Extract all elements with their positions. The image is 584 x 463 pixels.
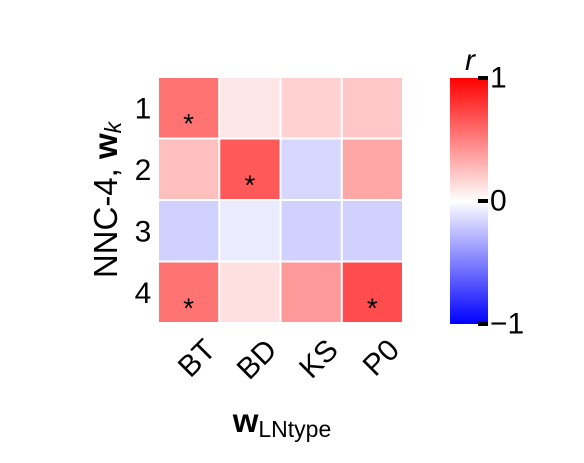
- y-tick-label: 2: [135, 154, 152, 187]
- significance-marker: *: [367, 293, 378, 324]
- y-axis-label-main: NNC-4,: [87, 159, 124, 278]
- heatmap-cell-2-KS: [281, 139, 341, 199]
- y-axis-label: NNC-4, wk: [87, 120, 126, 278]
- y-axis-label-subscript: k: [100, 120, 126, 133]
- heatmap-cell-1-BT: [159, 78, 219, 138]
- heatmap-cell-3-KS: [281, 201, 341, 261]
- heatmap-cells: * * * *: [159, 78, 402, 324]
- heatmap-cell-4-BT: [159, 262, 219, 322]
- heatmap-cell-4-KS: [281, 262, 341, 322]
- x-tick-label: KS: [293, 333, 345, 385]
- heatmap-cell-4-P0: [342, 262, 402, 322]
- x-axis-label-subscript: LNtype: [258, 416, 331, 442]
- heatmap-cell-2-P0: [342, 139, 402, 199]
- colorbar-ticks: 1 0 −1: [478, 62, 524, 341]
- x-axis-label: wLNtype: [232, 402, 332, 442]
- x-tick-labels: BT BD KS P0: [172, 333, 406, 386]
- x-axis-label-vector: w: [232, 402, 259, 439]
- significance-marker: *: [183, 108, 194, 139]
- y-tick-label: 3: [135, 215, 152, 248]
- heatmap-cell-3-BD: [220, 201, 280, 261]
- x-tick-label: P0: [357, 333, 406, 382]
- colorbar-tick-label: 0: [490, 185, 507, 218]
- y-tick-labels: 1 2 3 4: [135, 92, 152, 310]
- y-axis-label-vector: w: [87, 133, 124, 160]
- significance-marker: *: [244, 170, 255, 201]
- heatmap-cell-1-KS: [281, 78, 341, 138]
- heatmap-cell-1-BD: [220, 78, 280, 138]
- x-tick-label: BT: [172, 333, 222, 383]
- colorbar-tick-label: −1: [490, 308, 524, 341]
- heatmap-cell-2-BD: [220, 139, 280, 199]
- heatmap-cell-3-BT: [159, 201, 219, 261]
- colorbar-tick-label: 1: [490, 62, 507, 95]
- colorbar: r 1 0 −1: [450, 44, 524, 341]
- y-tick-label: 1: [135, 92, 152, 125]
- colorbar-label: r: [465, 44, 476, 77]
- heatmap-cell-4-BD: [220, 262, 280, 322]
- x-tick-label: BD: [231, 333, 284, 386]
- heatmap-cell-1-P0: [342, 78, 402, 138]
- significance-marker: *: [183, 293, 194, 324]
- heatmap-cell-3-P0: [342, 201, 402, 261]
- heatmap-cell-2-BT: [159, 139, 219, 199]
- y-tick-label: 4: [135, 277, 152, 310]
